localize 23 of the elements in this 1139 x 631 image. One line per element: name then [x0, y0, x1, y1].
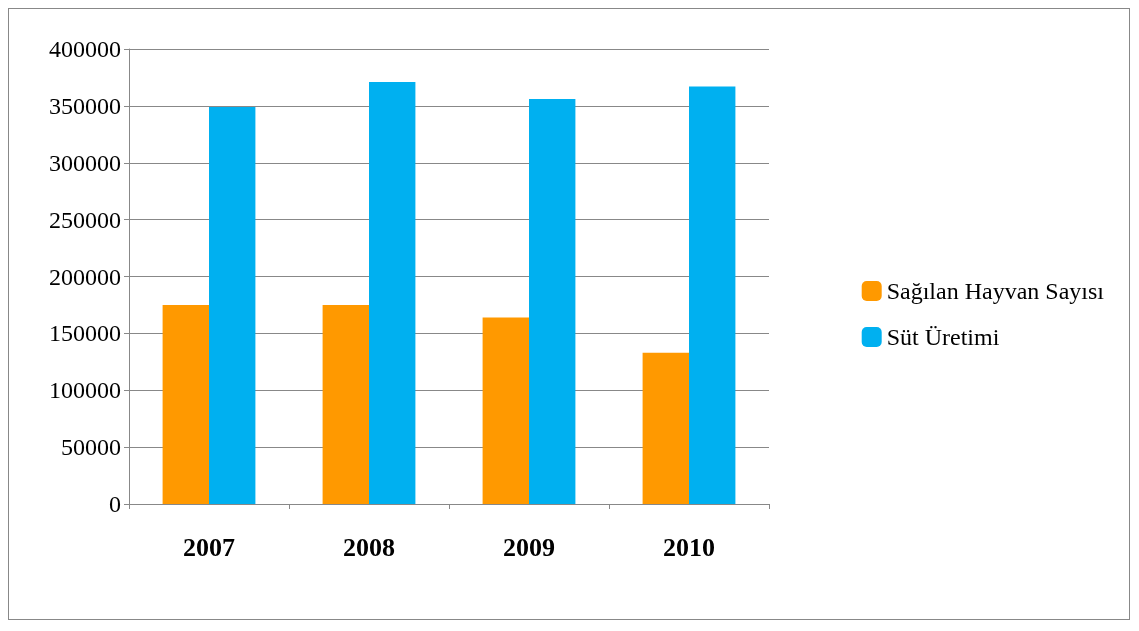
bar [482, 317, 529, 504]
bar [529, 99, 576, 504]
bar [369, 81, 416, 504]
legend-label: Sağılan Hayvan Sayısı [886, 278, 1105, 304]
bar [322, 304, 369, 504]
bar [642, 352, 689, 504]
bar [209, 107, 256, 504]
x-tick-label: 2008 [343, 532, 395, 562]
y-tick-label: 200000 [49, 263, 121, 290]
y-tick-label: 0 [109, 491, 121, 517]
x-tick-label: 2007 [183, 532, 235, 562]
y-tick-label: 250000 [49, 206, 121, 233]
x-tick-label: 2010 [663, 532, 715, 562]
y-tick-label: 350000 [49, 92, 121, 119]
y-tick-label: 150000 [49, 320, 121, 347]
bar [689, 86, 736, 504]
bar [162, 304, 209, 504]
y-tick-label: 50000 [61, 434, 121, 461]
y-tick-label: 100000 [49, 377, 121, 404]
legend-label: Süt Üretimi [886, 324, 1000, 350]
y-tick-label: 400000 [49, 36, 121, 62]
x-tick-label: 2009 [503, 532, 555, 562]
y-tick-label: 300000 [49, 149, 121, 176]
